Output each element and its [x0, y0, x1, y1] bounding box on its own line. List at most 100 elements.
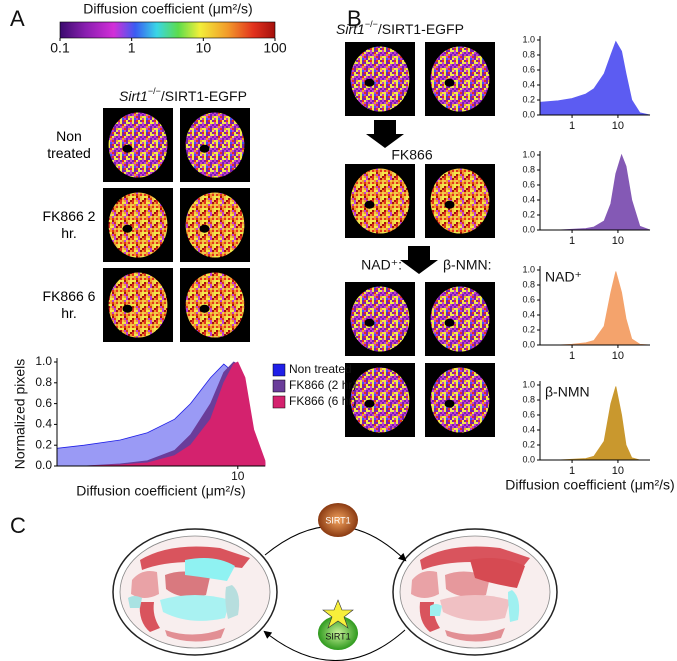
arrow — [263, 629, 406, 661]
y-tick-label: 0.4 — [522, 79, 535, 89]
down-arrow — [400, 246, 438, 274]
density-area — [539, 40, 651, 116]
nucleolus — [364, 318, 375, 327]
nucleolus — [444, 200, 455, 209]
y-tick-label: 0.8 — [522, 394, 535, 404]
legend-swatch — [272, 395, 286, 409]
genotype: Sirt1−/−/SIRT1-EGFP — [119, 86, 247, 103]
nucleolus — [364, 399, 375, 408]
colorbar-tick-label: 1 — [128, 40, 136, 56]
nucleolus — [444, 399, 455, 408]
y-tick-label: 1.0 — [522, 34, 535, 44]
x-axis-label: Diffusion coefficient (μm²/s) — [76, 483, 245, 499]
y-tick-label: 0.0 — [522, 339, 535, 349]
colorbar-tick-label: 0.1 — [50, 40, 70, 56]
y-tick-label: 0.0 — [522, 224, 535, 234]
y-tick-label: 0.4 — [522, 424, 535, 434]
y-tick-label: 0.6 — [522, 294, 535, 304]
nucleolus — [364, 78, 375, 87]
y-tick-label: 1.0 — [35, 354, 52, 368]
sirt1-label: SIRT1 — [325, 515, 350, 525]
y-tick-label: 0.6 — [522, 64, 535, 74]
panel-label: B — [347, 6, 362, 31]
nucleus — [350, 367, 410, 433]
nucleus — [350, 168, 410, 234]
nucleolus — [199, 224, 210, 233]
x-tick-label: 1 — [569, 235, 575, 247]
y-tick-label: 0.0 — [522, 109, 535, 119]
genotype: Sirt1−/−/SIRT1-EGFP — [336, 19, 464, 36]
y-tick-label: 1.0 — [522, 379, 535, 389]
y-tick-label: 0.6 — [522, 409, 535, 419]
legend-swatch — [272, 363, 286, 377]
sirt1-ball — [318, 616, 358, 650]
colorbar-tick-label: 100 — [263, 40, 287, 56]
x-tick-label: 10 — [612, 350, 624, 362]
nucleolus — [364, 200, 375, 209]
nucleolus — [122, 304, 133, 313]
y-tick-label: 0.2 — [522, 94, 535, 104]
legend-label: FK866 (6 hr) — [289, 394, 356, 408]
nucleus — [108, 112, 168, 178]
y-tick-label: 0.6 — [522, 179, 535, 189]
panel-label: A — [10, 6, 25, 31]
x-tick-label: 1 — [569, 465, 575, 477]
density-area — [540, 271, 651, 346]
x-tick-label: 1 — [569, 350, 575, 362]
nucleus — [185, 112, 245, 178]
nucleus — [430, 46, 490, 112]
annotation: β-NMN — [545, 384, 590, 400]
y-tick-label: 1.0 — [522, 264, 535, 274]
x-tick-label: 10 — [231, 469, 245, 483]
y-tick-label: 0.8 — [522, 49, 535, 59]
nucleus — [185, 272, 245, 338]
y-tick-label: 0.2 — [522, 209, 535, 219]
sirt1-ball — [318, 503, 358, 537]
panel-label: C — [10, 513, 26, 538]
y-tick-label: 0.2 — [522, 439, 535, 449]
nucleus — [350, 286, 410, 352]
y-tick-label: 0.0 — [522, 454, 535, 464]
y-tick-label: 0.4 — [35, 417, 52, 431]
nucleus — [185, 192, 245, 258]
y-tick-label: 0.8 — [522, 164, 535, 174]
nucleolus — [199, 304, 210, 313]
treatment-label: FK866 — [391, 147, 432, 163]
nucleolus — [444, 318, 455, 327]
y-tick-label: 0.2 — [35, 437, 52, 451]
nucleolus — [444, 78, 455, 87]
sirt1-label: SIRT1 — [325, 631, 350, 641]
density-area — [540, 153, 651, 231]
y-tick-label: 0.4 — [522, 194, 535, 204]
nucleolus — [122, 224, 133, 233]
legend-swatch — [272, 379, 286, 393]
nucleus — [108, 272, 168, 338]
annotation: NAD⁺ — [545, 269, 582, 285]
nad-star — [322, 599, 354, 629]
treatment-label: β-NMN: — [443, 257, 492, 273]
x-tick-label: 10 — [612, 465, 624, 477]
down-arrow — [366, 120, 404, 148]
y-tick-label: 0.8 — [35, 375, 52, 389]
x-axis-label: Diffusion coefficient (μm²/s) — [505, 477, 674, 493]
nucleus — [430, 168, 490, 234]
y-tick-label: 0.0 — [35, 458, 52, 472]
x-tick-label: 10 — [612, 120, 624, 132]
colorbar — [59, 21, 276, 39]
legend-label: FK866 (2 hr) — [289, 378, 356, 392]
y-tick-label: 0.8 — [522, 279, 535, 289]
nucleus — [430, 367, 490, 433]
y-tick-label: 0.2 — [522, 324, 535, 334]
row-label: FK866 2 hr. — [42, 208, 96, 241]
nucleus-diagram — [112, 528, 558, 656]
y-axis-label: Normalized pixels — [12, 359, 28, 469]
y-tick-label: 0.6 — [35, 396, 52, 410]
colorbar-title: Diffusion coefficient (μm²/s) — [83, 1, 252, 17]
nucleus — [430, 286, 490, 352]
x-tick-label: 1 — [569, 120, 575, 132]
y-tick-label: 1.0 — [522, 149, 535, 159]
legend-label: Non treated — [289, 362, 352, 376]
nucleus — [350, 46, 410, 112]
